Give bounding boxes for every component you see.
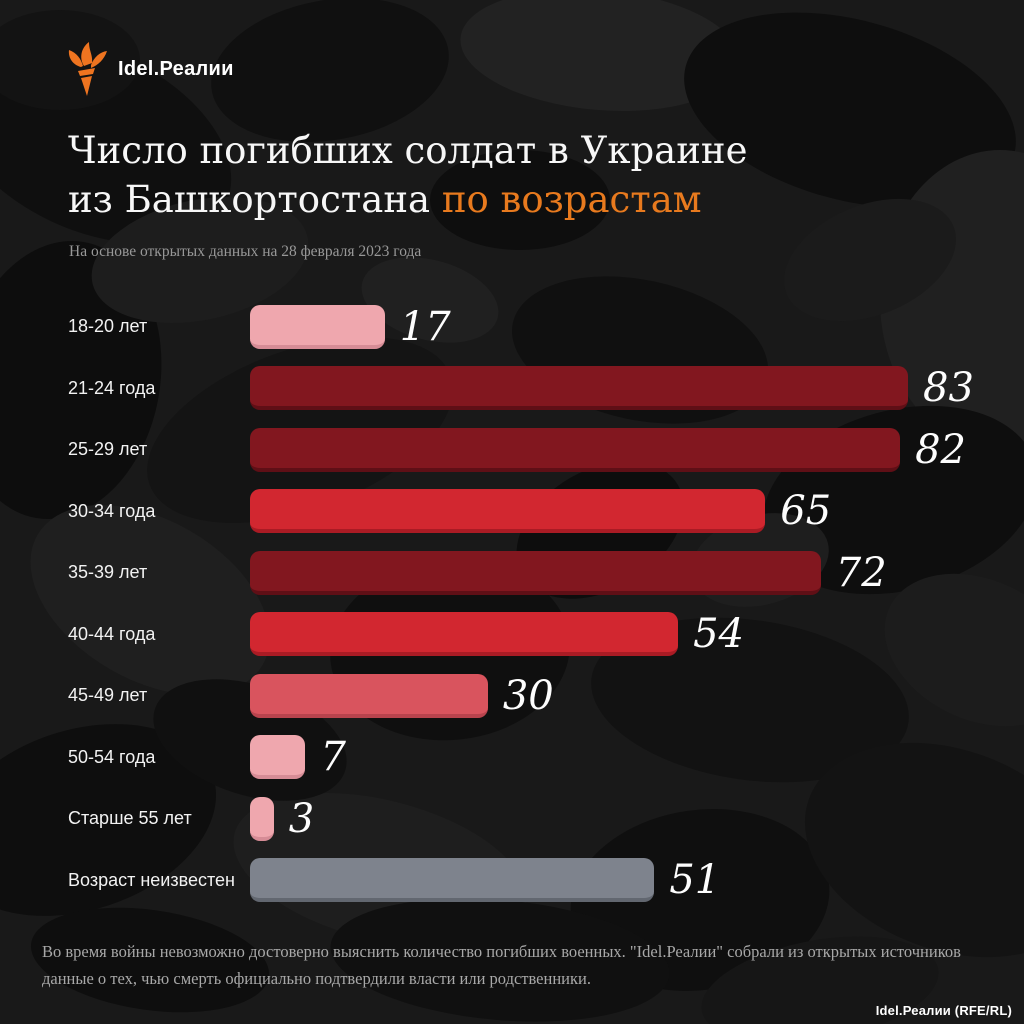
chart-row: Возраст неизвестен 51 (68, 850, 998, 912)
title-line2-accent: по возрастам (441, 178, 702, 221)
category-label: Старше 55 лет (68, 808, 192, 829)
category-label: 21-24 года (68, 377, 156, 398)
footnote: Во время войны невозможно достоверно выя… (42, 942, 961, 988)
bar-value: 51 (669, 857, 721, 904)
bar-value: 17 (399, 303, 451, 350)
chart-row: 25-29 лет 82 (68, 419, 998, 481)
bar-chart: 18-20 лет 17 21-24 года 83 25-29 лет 82 … (68, 296, 998, 911)
logo: Idel.Реалии (66, 40, 234, 98)
bar (250, 550, 821, 595)
subtitle: На основе открытых данных на 28 февраля … (69, 243, 422, 260)
title-line2-white: из Башкортостана (68, 178, 442, 221)
bar (250, 796, 274, 841)
category-label: 35-39 лет (68, 562, 148, 583)
bar-value: 82 (915, 426, 966, 473)
bar-track: 3 (250, 795, 998, 842)
bar (250, 612, 679, 657)
bar-track: 65 (250, 488, 998, 535)
bar (250, 304, 385, 349)
bar-value: 30 (502, 672, 554, 719)
bar-track: 83 (250, 365, 998, 412)
category-label: 30-34 года (68, 500, 156, 521)
chart-row: Старше 55 лет 3 (68, 788, 998, 850)
bar (250, 673, 488, 718)
bar-value: 7 (320, 734, 346, 781)
bar-value: 72 (835, 549, 887, 596)
bar-track: 72 (250, 549, 998, 596)
bar (250, 858, 655, 903)
chart-row: 18-20 лет 17 (68, 296, 998, 358)
bar-track: 7 (250, 734, 998, 781)
category-label: 50-54 года (68, 746, 156, 767)
category-label: 45-49 лет (68, 685, 148, 706)
bar (250, 489, 766, 534)
bar-track: 54 (250, 611, 998, 658)
bar-value: 65 (780, 488, 832, 535)
credit: Idel.Реалии (RFE/RL) (875, 1003, 1012, 1018)
category-label: Возраст неизвестен (68, 869, 235, 890)
bar-track: 51 (250, 857, 998, 904)
torch-icon (68, 42, 107, 96)
category-label: 40-44 года (68, 623, 156, 644)
title-line1: Число погибших солдат в Украине (68, 129, 748, 172)
chart-row: 30-34 года 65 (68, 481, 998, 543)
bar (250, 427, 901, 472)
chart-row: 50-54 года 7 (68, 727, 998, 789)
category-label: 18-20 лет (68, 316, 148, 337)
bar-track: 30 (250, 672, 998, 719)
bar-value: 83 (923, 365, 974, 412)
chart-row: 35-39 лет 72 (68, 542, 998, 604)
chart-row: 21-24 года 83 (68, 358, 998, 420)
bar-value: 54 (693, 611, 744, 658)
bar (250, 735, 306, 780)
category-label: 25-29 лет (68, 439, 148, 460)
chart-row: 45-49 лет 30 (68, 665, 998, 727)
bar-value: 3 (288, 795, 315, 842)
page-title: Число погибших солдат в Украине из Башко… (68, 126, 948, 224)
bar-track: 17 (250, 303, 998, 350)
chart-row: 40-44 года 54 (68, 604, 998, 666)
bar-track: 82 (250, 426, 998, 473)
bar (250, 366, 908, 411)
brand-name: Idel.Реалии (118, 57, 234, 80)
